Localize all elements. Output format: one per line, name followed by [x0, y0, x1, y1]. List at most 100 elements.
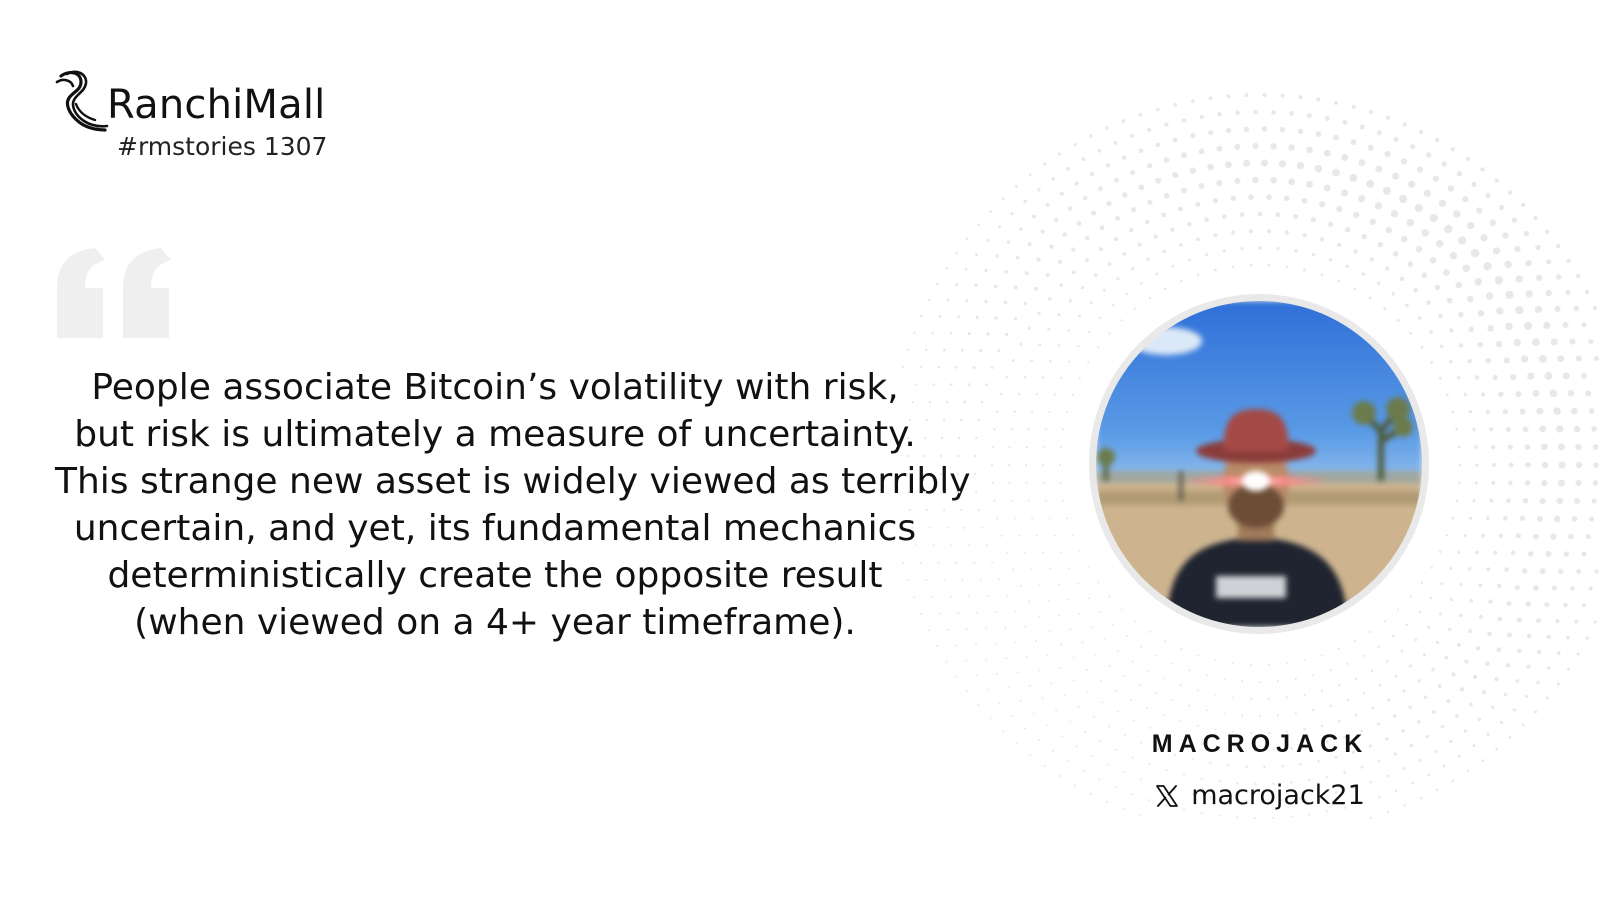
halftone-dot	[1360, 765, 1364, 769]
halftone-dot	[1393, 752, 1398, 756]
halftone-dot	[1465, 156, 1471, 162]
halftone-dot	[1198, 183, 1205, 189]
halftone-dot	[1496, 647, 1502, 653]
halftone-dot	[1361, 272, 1366, 276]
halftone-dot	[1170, 227, 1175, 232]
halftone-dot	[1498, 391, 1504, 397]
halftone-dot	[1367, 144, 1374, 151]
halftone-dot	[1319, 201, 1326, 208]
halftone-dot	[1475, 550, 1479, 555]
author-handle[interactable]: macrojack21	[1060, 780, 1460, 811]
halftone-dot	[1011, 358, 1015, 362]
halftone-dot	[1011, 715, 1013, 718]
halftone-dot	[1521, 568, 1528, 574]
halftone-dot	[1218, 814, 1221, 817]
halftone-dot	[1154, 692, 1157, 695]
halftone-dot	[1503, 692, 1508, 697]
halftone-dot	[1575, 355, 1582, 362]
halftone-dot	[1087, 361, 1090, 364]
halftone-dot	[1060, 735, 1063, 738]
halftone-dot	[913, 596, 916, 599]
halftone-dot	[1468, 702, 1473, 707]
halftone-dot	[1407, 180, 1416, 188]
halftone-dot	[1438, 199, 1447, 207]
halftone-dot	[1487, 325, 1494, 332]
halftone-dot	[1429, 257, 1437, 264]
halftone-dot	[1320, 654, 1323, 657]
halftone-dot	[1209, 796, 1212, 799]
halftone-dot	[1468, 516, 1472, 520]
halftone-dot	[1236, 782, 1239, 785]
quotation-mark-icon	[57, 248, 171, 338]
halftone-dot	[1423, 189, 1431, 198]
halftone-dot	[1430, 566, 1433, 569]
halftone-dot	[1557, 443, 1566, 451]
halftone-dot	[1002, 730, 1005, 733]
halftone-dot	[1067, 329, 1070, 332]
halftone-dot	[978, 348, 983, 353]
halftone-dot	[1556, 274, 1562, 280]
halftone-dot	[1019, 700, 1022, 702]
halftone-dot	[1171, 264, 1175, 268]
halftone-dot	[1037, 188, 1041, 192]
halftone-dot	[1174, 753, 1177, 756]
halftone-dot	[1444, 655, 1449, 660]
halftone-dot	[1181, 152, 1187, 159]
halftone-dot	[1165, 733, 1168, 736]
halftone-dot	[1449, 359, 1453, 364]
halftone-dot	[1494, 178, 1499, 183]
halftone-dot	[1069, 628, 1072, 631]
halftone-dot	[1468, 409, 1473, 414]
halftone-dot	[1121, 119, 1126, 123]
halftone-dot	[1377, 241, 1384, 248]
halftone-dot	[1495, 748, 1499, 751]
halftone-dot	[1146, 163, 1153, 169]
halftone-dot	[1534, 710, 1538, 714]
halftone-dot	[1076, 220, 1082, 226]
halftone-dot	[991, 445, 994, 449]
halftone-dot	[1437, 684, 1442, 689]
halftone-dot	[1545, 289, 1552, 297]
halftone-dot	[1525, 290, 1533, 298]
halftone-dot	[1217, 112, 1222, 117]
halftone-dot	[1131, 266, 1135, 271]
halftone-dot	[1276, 714, 1280, 717]
halftone-dot	[1223, 677, 1226, 681]
halftone-dot	[972, 365, 976, 369]
halftone-dot	[955, 283, 959, 287]
halftone-dot	[1419, 796, 1423, 800]
halftone-dot	[1179, 719, 1182, 723]
halftone-dot	[1236, 747, 1239, 751]
halftone-dot	[1138, 113, 1143, 117]
halftone-dot	[1508, 462, 1514, 468]
halftone-dot	[1438, 376, 1442, 380]
halftone-dot	[1196, 689, 1200, 692]
halftone-dot	[1522, 498, 1529, 504]
halftone-dot	[990, 366, 994, 369]
halftone-dot	[1171, 662, 1174, 665]
halftone-dot	[1163, 677, 1166, 680]
halftone-dot	[1284, 230, 1289, 235]
halftone-dot	[1132, 719, 1135, 722]
halftone-dot	[1558, 461, 1566, 469]
halftone-dot	[1299, 797, 1302, 800]
halftone-dot	[1240, 247, 1244, 251]
halftone-dot	[1303, 268, 1306, 272]
halftone-dot	[1068, 567, 1071, 570]
halftone-dot	[937, 365, 940, 369]
halftone-dot	[1550, 533, 1557, 540]
halftone-dot	[1089, 301, 1093, 305]
halftone-dot	[1035, 393, 1039, 396]
halftone-dot	[975, 643, 977, 646]
halftone-dot	[1468, 629, 1473, 634]
halftone-dot	[1581, 603, 1586, 608]
halftone-dot	[1058, 259, 1063, 264]
halftone-dot	[1081, 641, 1084, 644]
halftone-dot	[1358, 195, 1366, 203]
halftone-dot	[1293, 214, 1299, 220]
halftone-dot	[1147, 127, 1152, 132]
halftone-dot	[1048, 517, 1051, 520]
halftone-dot	[955, 644, 958, 647]
halftone-dot	[1073, 142, 1077, 147]
halftone-dot	[1573, 305, 1579, 312]
